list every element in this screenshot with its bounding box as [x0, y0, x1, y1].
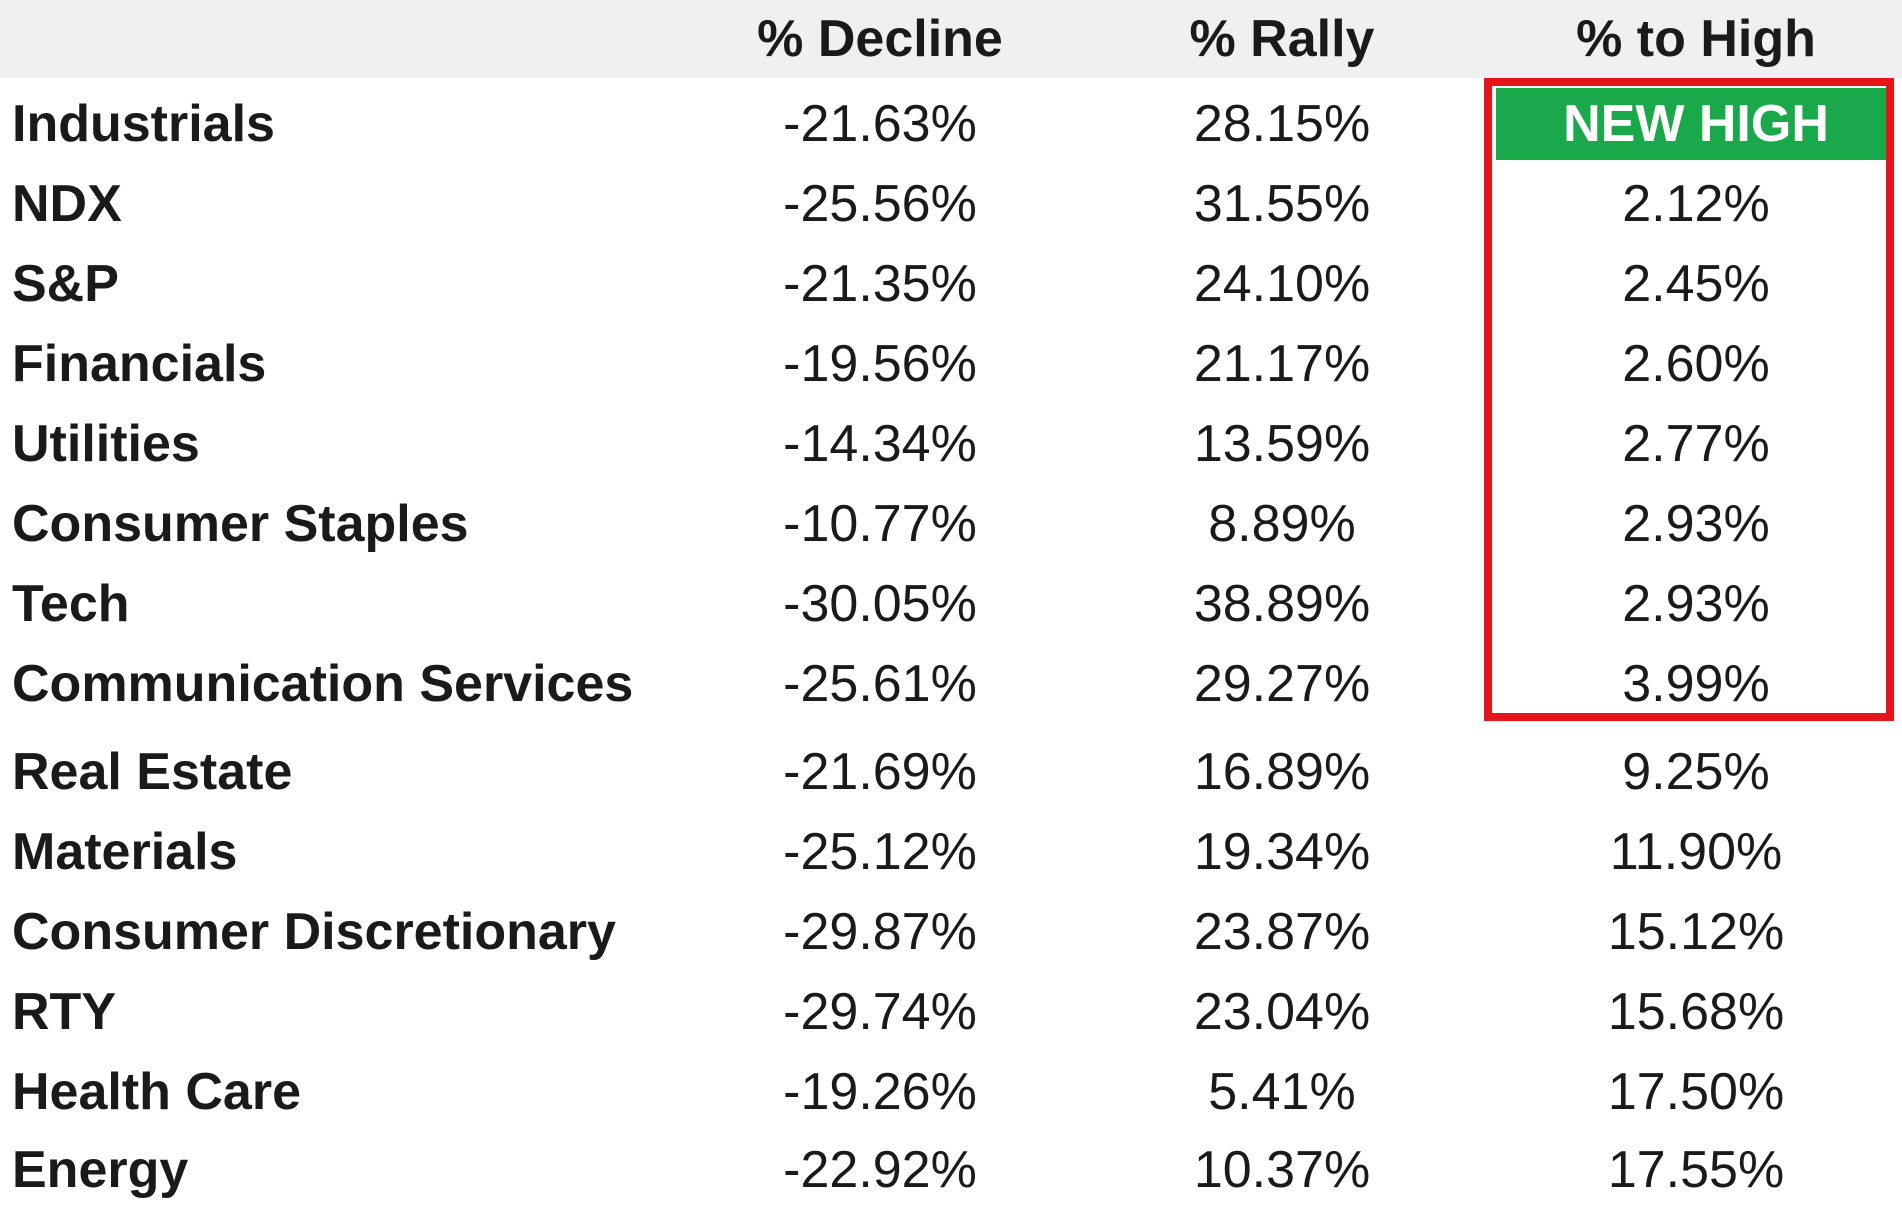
row-decline: -21.63% [783, 95, 977, 153]
row-decline: -25.12% [783, 823, 977, 881]
row-decline: -22.92% [783, 1141, 977, 1199]
row-rally: 38.89% [1193, 575, 1371, 633]
row-rally: 19.34% [1193, 823, 1371, 881]
row-decline: -29.87% [783, 903, 977, 961]
row-rally: 5.41% [1208, 1063, 1356, 1121]
row-to-high: 3.99% [1622, 655, 1770, 713]
row-to-high: 11.90% [1609, 823, 1783, 881]
row-rally: 29.27% [1193, 655, 1371, 713]
header-decline: % Decline [757, 10, 1003, 68]
table-row: Consumer Staples -10.77% 8.89% 2.93% [0, 484, 1902, 564]
row-name: Consumer Staples [12, 495, 469, 553]
row-name: NDX [12, 175, 122, 233]
header-rally: % Rally [1189, 10, 1375, 68]
row-rally: 16.89% [1193, 743, 1371, 801]
row-decline: -21.35% [783, 255, 977, 313]
table-row: Materials -25.12% 19.34% 11.90% [0, 812, 1902, 892]
table-row: S&P -21.35% 24.10% 2.45% [0, 244, 1902, 324]
row-name: Tech [12, 575, 130, 633]
row-rally: 24.10% [1193, 255, 1371, 313]
row-to-high: 2.60% [1622, 335, 1770, 393]
row-name: Industrials [12, 95, 275, 153]
header-name [12, 0, 712, 78]
header-row-background [0, 0, 1902, 78]
row-to-high: 2.77% [1622, 415, 1770, 473]
table-row: Consumer Discretionary -29.87% 23.87% 15… [0, 892, 1902, 972]
table-row: Financials -19.56% 21.17% 2.60% [0, 324, 1902, 404]
row-to-high: 2.93% [1622, 575, 1770, 633]
table-row: Energy -22.92% 10.37% 17.55% [0, 1130, 1902, 1210]
table-row: RTY -29.74% 23.04% 15.68% [0, 972, 1902, 1052]
table-row: Communication Services -25.61% 29.27% 3.… [0, 644, 1902, 724]
row-to-high: 2.93% [1622, 495, 1770, 553]
row-name: Consumer Discretionary [12, 903, 616, 961]
row-to-high: 17.50% [1607, 1063, 1785, 1121]
table-row: Health Care -19.26% 5.41% 17.50% [0, 1052, 1902, 1132]
row-decline: -25.56% [783, 175, 977, 233]
row-name: Energy [12, 1141, 189, 1199]
row-name: Real Estate [12, 743, 293, 801]
table-row: Industrials -21.63% 28.15% NEW HIGH [0, 84, 1902, 164]
row-rally: 23.87% [1193, 903, 1371, 961]
row-rally: 31.55% [1193, 175, 1371, 233]
row-rally: 10.37% [1193, 1141, 1371, 1199]
row-name: Financials [12, 335, 267, 393]
row-rally: 21.17% [1193, 335, 1371, 393]
table-row: Tech -30.05% 38.89% 2.93% [0, 564, 1902, 644]
row-rally: 28.15% [1193, 95, 1371, 153]
row-rally: 23.04% [1193, 983, 1371, 1041]
new-high-badge: NEW HIGH [1563, 95, 1829, 153]
row-to-high: 15.68% [1607, 983, 1785, 1041]
row-name: Health Care [12, 1063, 301, 1121]
header-row: % Decline % Rally % to High [0, 0, 1902, 80]
row-name: RTY [12, 983, 116, 1041]
row-rally: 8.89% [1208, 495, 1356, 553]
table-row: Utilities -14.34% 13.59% 2.77% [0, 404, 1902, 484]
row-decline: -25.61% [783, 655, 977, 713]
row-name: Utilities [12, 415, 200, 473]
row-decline: -19.26% [783, 1063, 977, 1121]
row-to-high: 17.55% [1607, 1141, 1785, 1199]
row-decline: -10.77% [783, 495, 977, 553]
row-decline: -29.74% [783, 983, 977, 1041]
row-decline: -21.69% [783, 743, 977, 801]
row-rally: 13.59% [1193, 415, 1371, 473]
row-to-high: 2.12% [1622, 175, 1770, 233]
row-name: S&P [12, 255, 119, 313]
row-decline: -19.56% [783, 335, 977, 393]
row-to-high: 2.45% [1622, 255, 1770, 313]
new-high-cell-fill [1496, 88, 1890, 160]
row-decline: -14.34% [783, 415, 977, 473]
row-to-high: 15.12% [1607, 903, 1785, 961]
row-decline: -30.05% [783, 575, 977, 633]
row-to-high: 9.25% [1622, 743, 1770, 801]
row-name: Materials [12, 823, 238, 881]
table-row: NDX -25.56% 31.55% 2.12% [0, 164, 1902, 244]
header-to-high: % to High [1576, 10, 1816, 68]
table-row: Real Estate -21.69% 16.89% 9.25% [0, 732, 1902, 812]
row-name: Communication Services [12, 655, 634, 713]
